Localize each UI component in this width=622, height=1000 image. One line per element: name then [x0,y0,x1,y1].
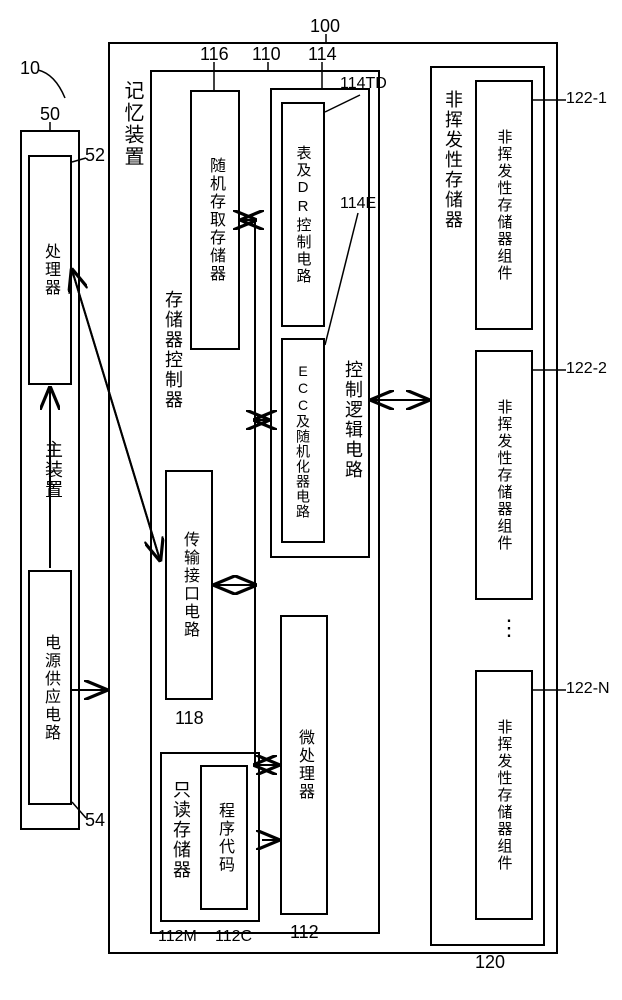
ref-ram: 116 [200,44,229,65]
ref-tx: 118 [175,708,204,729]
ram-label: 随机存取存储器 [203,157,227,283]
ref-nvmn: 122-N [566,680,610,698]
ctrl-logic-label: 控制逻辑电路 [340,360,366,480]
processor-box: 处理器 [28,155,72,385]
ref-microproc: 112 [290,922,319,943]
ref-device: 100 [310,16,340,37]
tx-if-box: 传输接口电路 [165,470,213,700]
ram-box: 随机存取存储器 [190,90,240,350]
processor-label: 处理器 [38,243,62,297]
ecc-box: ECC及随机化器电路 [281,338,325,543]
code-label: 程序代码 [212,802,236,874]
ecc-label: ECC及随机化器电路 [293,363,313,519]
nvm-group-label: 非挥发性存储器 [440,90,466,230]
ref-rom: 112M [158,928,197,946]
ref-system: 10 [20,58,40,79]
ref-ecc: 114E [340,195,376,213]
ref-code: 112C [215,928,252,946]
ref-nvm2: 122-2 [566,360,607,378]
ref-host: 50 [40,104,60,125]
nvm-comp-1: 非挥发性存储器组件 [475,80,533,330]
power-label: 电源供应电路 [38,634,62,742]
nvm-comp-2-label: 非挥发性存储器组件 [494,399,515,552]
nvm-ellipsis: ⋮ [498,615,520,641]
ref-table-dr: 114TD [340,75,387,93]
nvm-comp-n: 非挥发性存储器组件 [475,670,533,920]
ref-logic: 114 [308,44,337,65]
ref-nvm-group: 120 [475,952,505,973]
tx-if-label: 传输接口电路 [177,531,201,639]
microproc-box: 微处理器 [280,615,328,915]
ref-processor: 52 [85,145,105,166]
memory-device-label: 记忆装置 [118,80,147,168]
table-dr-box: 表及DR控制电路 [281,102,325,327]
code-box: 程序代码 [200,765,248,910]
ref-controller: 110 [252,44,281,65]
nvm-comp-n-label: 非挥发性存储器组件 [494,719,515,872]
power-box: 电源供应电路 [28,570,72,805]
host-label: 主装置 [40,440,66,500]
nvm-comp-2: 非挥发性存储器组件 [475,350,533,600]
memory-controller-label: 存储器控制器 [160,290,186,410]
ref-nvm1: 122-1 [566,90,607,108]
table-dr-label: 表及DR控制电路 [293,145,314,285]
rom-label: 只读存储器 [168,780,194,880]
nvm-comp-1-label: 非挥发性存储器组件 [494,129,515,282]
microproc-label: 微处理器 [292,729,316,801]
ref-power: 54 [85,810,105,831]
